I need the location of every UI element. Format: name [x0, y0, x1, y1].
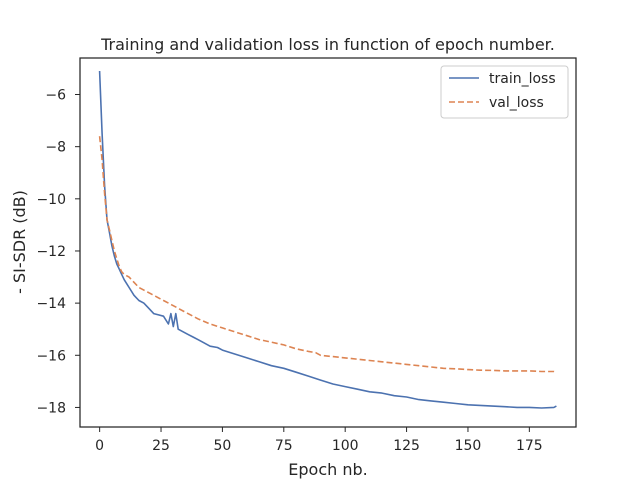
- series-line-train-loss: [98, 70, 557, 409]
- x-tick-label: 100: [332, 438, 359, 454]
- y-tick-label: −6: [45, 88, 66, 104]
- y-tick-label: −10: [36, 192, 66, 208]
- x-tick-label: 75: [275, 438, 293, 454]
- legend: train_loss val_loss: [440, 65, 569, 119]
- series-lines: [98, 70, 557, 409]
- x-tick-label: 175: [516, 438, 543, 454]
- x-axis: 0 25 50 75 100 125 150 175: [95, 427, 543, 454]
- legend-box: [440, 65, 569, 119]
- x-tick-label: 25: [152, 438, 170, 454]
- x-tick-label: 50: [214, 438, 232, 454]
- legend-label-val-loss: val_loss: [489, 95, 544, 111]
- y-tick-label: −8: [45, 140, 66, 156]
- plot-area: [79, 57, 577, 428]
- y-axis: −6 −8 −10 −12 −14 −16 −18: [36, 88, 80, 416]
- y-axis-label: - SI-SDR (dB): [10, 190, 29, 294]
- y-tick-label: −18: [36, 400, 66, 416]
- series-line-val-loss: [98, 136, 557, 373]
- x-axis-label: Epoch nb.: [288, 460, 367, 479]
- x-tick-label: 0: [95, 438, 104, 454]
- legend-label-train-loss: train_loss: [489, 71, 556, 87]
- chart-title: Training and validation loss in function…: [100, 35, 555, 54]
- y-tick-label: −16: [36, 348, 66, 364]
- y-tick-label: −12: [36, 244, 66, 260]
- y-tick-label: −14: [36, 296, 66, 312]
- x-tick-label: 125: [393, 438, 420, 454]
- x-tick-label: 150: [455, 438, 482, 454]
